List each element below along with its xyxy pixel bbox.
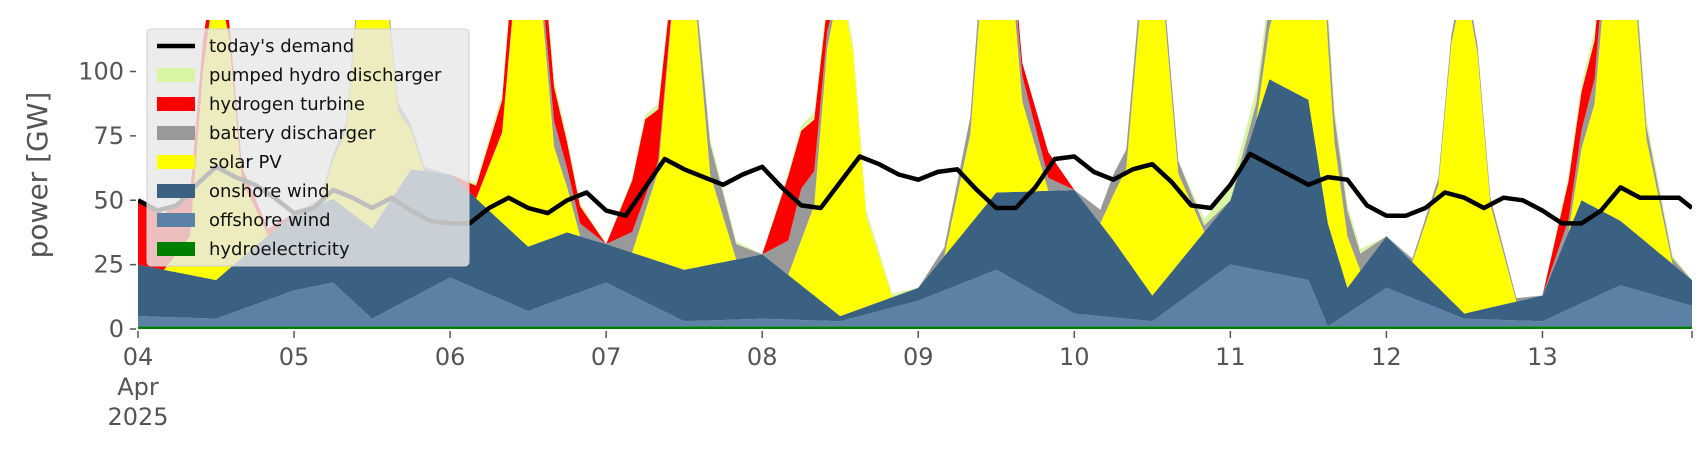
legend-label: onshore wind (209, 181, 330, 202)
area-offshore-wind (138, 264, 1692, 327)
area-onshore-wind (138, 79, 1692, 327)
x-tick-label: 11 (1215, 343, 1246, 371)
x-tick-label: 13 (1527, 343, 1558, 371)
x-tick-label: 05 (279, 343, 310, 371)
legend-box (146, 28, 470, 267)
legend-swatch (157, 68, 195, 82)
legend-label: pumped hydro discharger (209, 65, 442, 86)
area-hydroelectricity (138, 326, 1692, 329)
y-tick-label: 0 (109, 315, 124, 343)
legend-label: hydrogen turbine (209, 94, 365, 115)
y-tick-label: 75 (93, 122, 124, 150)
legend-swatch (157, 97, 195, 111)
legend-swatch (157, 155, 195, 169)
legend-swatch (157, 126, 195, 140)
x-sublabel: Apr (117, 373, 159, 401)
x-sublabel: 2025 (107, 403, 168, 431)
legend-label: offshore wind (209, 210, 331, 231)
x-tick-label: 10 (1059, 343, 1090, 371)
y-axis-title: power [GW] (21, 92, 54, 259)
legend-swatch (157, 184, 195, 198)
stacked-areas (138, 20, 1692, 329)
legend-label: solar PV (209, 152, 282, 173)
x-tick-label: 08 (747, 343, 778, 371)
legend: today's demand pumped hydro discharger hyd… (146, 28, 470, 267)
legend-label: today's demand (209, 36, 354, 57)
legend-label: hydroelectricity (209, 239, 350, 260)
y-tick-label: 50 (93, 186, 124, 214)
x-tick-label: 06 (435, 343, 466, 371)
x-tick-label: 07 (591, 343, 622, 371)
area-solar-pv (138, 20, 1692, 317)
y-tick-label: 25 (93, 251, 124, 279)
legend-swatch (157, 242, 195, 256)
x-tick-label: 04 (123, 343, 154, 371)
legend-swatch (157, 213, 195, 227)
legend-label: battery discharger (209, 123, 376, 144)
x-tick-label: 09 (903, 343, 934, 371)
y-tick-label: 100 (78, 58, 124, 86)
x-tick-label: 12 (1371, 343, 1402, 371)
